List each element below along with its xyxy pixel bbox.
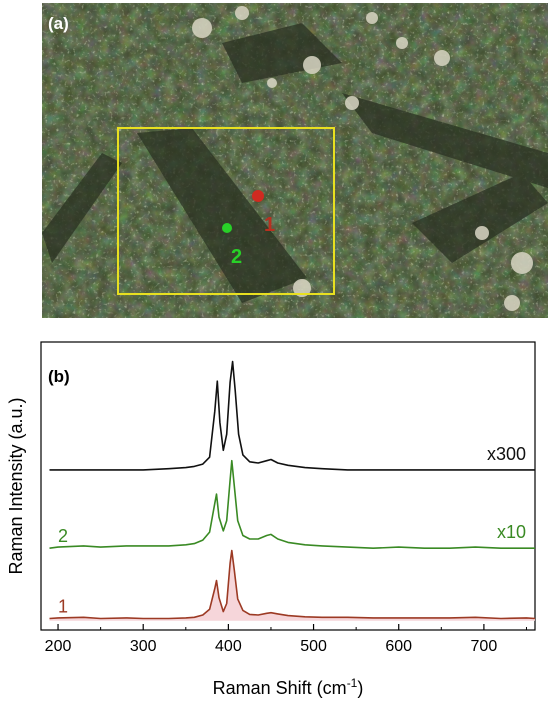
x-tick-label-600: 600 xyxy=(385,638,412,655)
raman-chart: 200 300 400 500 600 700 1 2 x10 x300 (b) Raman I… xyxy=(6,341,536,698)
series-0-fill xyxy=(49,550,535,621)
series-2-scale-label: x300 xyxy=(487,444,526,464)
series-0-label: 1 xyxy=(58,597,68,617)
marker-label-2: 2 xyxy=(231,246,242,268)
x-axis-label: Raman Shift (cm-1) xyxy=(213,676,364,698)
x-tick-label-300: 300 xyxy=(130,638,157,655)
optical-micrograph: 1 2 (a) xyxy=(42,3,548,318)
y-axis-label: Raman Intensity (a.u.) xyxy=(6,397,26,574)
dark-crystal-streaks xyxy=(42,23,548,303)
series-1-scale-label: x10 xyxy=(497,522,526,542)
x-tick-label-200: 200 xyxy=(45,638,72,655)
series-1-label: 2 xyxy=(58,526,68,546)
marker-point-1 xyxy=(252,190,264,202)
x-tick-label-500: 500 xyxy=(300,638,327,655)
marker-label-1: 1 xyxy=(264,214,275,236)
panel-b-label: (b) xyxy=(48,367,70,386)
series-0-line xyxy=(49,549,536,620)
bright-crystals xyxy=(192,6,533,311)
marker-point-2 xyxy=(222,223,232,233)
panel-a-label: (a) xyxy=(48,14,69,33)
selection-box xyxy=(117,127,335,295)
series-1-line xyxy=(49,459,535,549)
x-tick-label-700: 700 xyxy=(471,638,498,655)
plot-frame xyxy=(40,341,536,631)
series-2-line xyxy=(49,360,535,471)
x-tick-label-400: 400 xyxy=(215,638,242,655)
